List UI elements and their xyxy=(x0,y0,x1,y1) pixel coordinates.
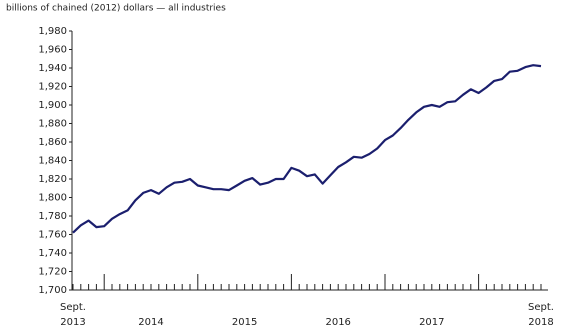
year-label: 2015 xyxy=(232,317,257,328)
x-tick-label: Sept. xyxy=(60,302,86,313)
y-tick-label: 1,820 xyxy=(38,174,67,185)
year-label: 2017 xyxy=(419,317,444,328)
y-tick-label: 1,920 xyxy=(38,82,67,93)
chart-subtitle: billions of chained (2012) dollars — all… xyxy=(6,4,226,14)
y-tick-label: 1,960 xyxy=(38,45,67,56)
y-tick-label: 1,940 xyxy=(38,63,67,74)
year-label: 2014 xyxy=(138,317,163,328)
y-tick-label: 1,900 xyxy=(38,100,67,111)
y-tick-label: 1,740 xyxy=(38,248,67,259)
year-label: 2013 xyxy=(60,317,85,328)
y-tick-label: 1,780 xyxy=(38,211,67,222)
y-tick-label: 1,840 xyxy=(38,156,67,167)
y-tick-label: 1,760 xyxy=(38,230,67,241)
data-line xyxy=(72,64,542,234)
y-tick-label: 1,980 xyxy=(38,26,67,37)
y-tick-label: 1,700 xyxy=(38,285,67,296)
y-tick-label: 1,860 xyxy=(38,137,67,148)
y-tick-label: 1,880 xyxy=(38,119,67,130)
y-tick-label: 1,800 xyxy=(38,193,67,204)
x-tick-label: Sept. xyxy=(528,302,554,313)
year-label: 2016 xyxy=(325,317,350,328)
y-tick-label: 1,720 xyxy=(38,267,67,278)
year-label: 2018 xyxy=(528,317,553,328)
